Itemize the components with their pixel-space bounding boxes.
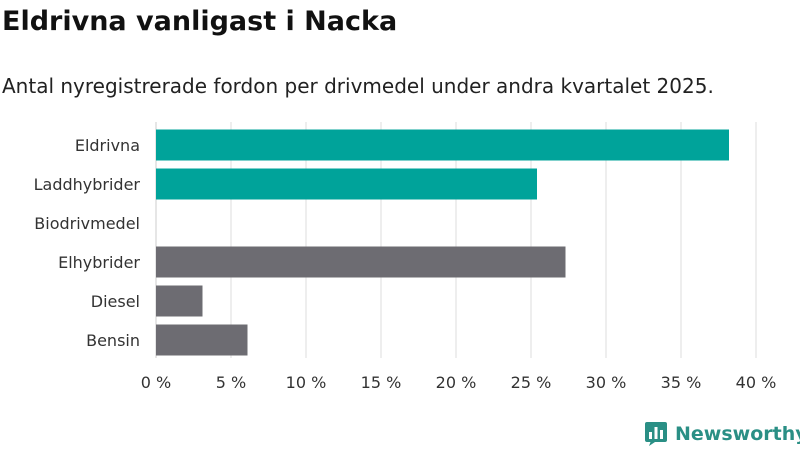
category-label: Eldrivna bbox=[75, 136, 140, 155]
bar bbox=[156, 168, 537, 200]
category-label: Biodrivmedel bbox=[34, 214, 140, 233]
chart-subtitle: Antal nyregistrerade fordon per drivmede… bbox=[2, 74, 714, 98]
brand[interactable]: Newsworthy bbox=[644, 420, 800, 448]
bar bbox=[156, 129, 729, 161]
category-label: Elhybrider bbox=[58, 253, 140, 272]
category-label: Laddhybrider bbox=[34, 175, 141, 194]
bar bbox=[156, 324, 248, 356]
category-labels: Eldrivna Laddhybrider Biodrivmedel Elhybrid… bbox=[34, 136, 141, 350]
gridlines bbox=[155, 122, 757, 358]
x-tick-label: 30 % bbox=[586, 373, 627, 392]
bars bbox=[156, 129, 729, 356]
x-tick-label: 5 % bbox=[216, 373, 246, 392]
category-label: Bensin bbox=[86, 331, 140, 350]
x-tick-label: 35 % bbox=[661, 373, 702, 392]
x-tick-label: 0 % bbox=[141, 373, 171, 392]
bar bbox=[156, 246, 566, 278]
x-tick-label: 10 % bbox=[286, 373, 327, 392]
x-tick-label: 20 % bbox=[436, 373, 477, 392]
newsworthy-logo-icon bbox=[645, 422, 667, 446]
brand-name: Newsworthy bbox=[675, 423, 800, 445]
category-label: Diesel bbox=[91, 292, 140, 311]
x-axis-ticks: 0 % 5 % 10 % 15 % 20 % 25 % 30 % 35 % 40 % bbox=[141, 373, 777, 392]
x-tick-label: 15 % bbox=[361, 373, 402, 392]
chart-title: Eldrivna vanligast i Nacka bbox=[2, 6, 398, 37]
x-tick-label: 25 % bbox=[511, 373, 552, 392]
bar bbox=[156, 285, 203, 317]
x-tick-label: 40 % bbox=[736, 373, 777, 392]
